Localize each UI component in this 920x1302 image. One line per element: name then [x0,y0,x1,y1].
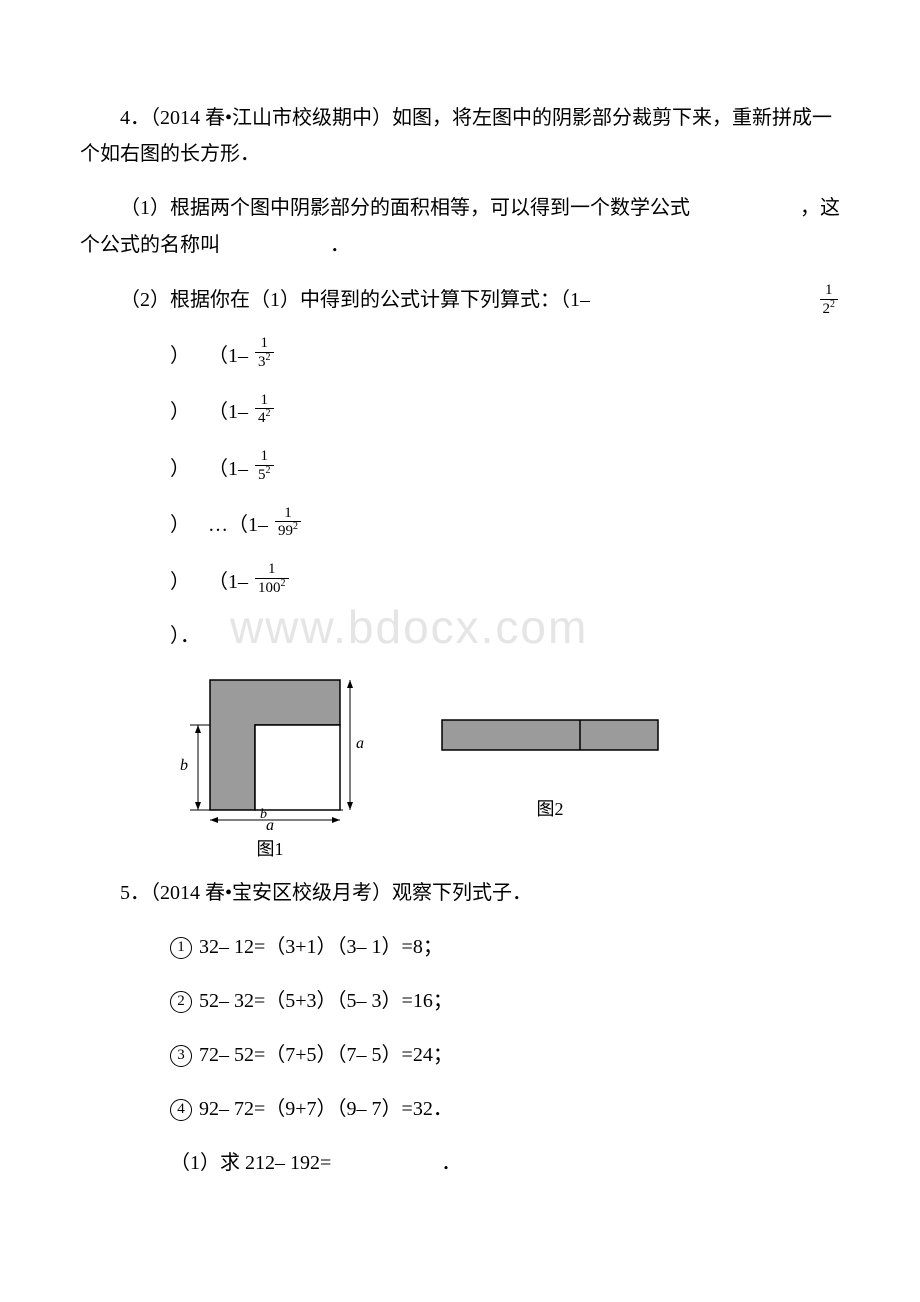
q4-frac: 1 42 [255,393,274,428]
q4-part2-line: （2）根据你在（1）中得到的公式计算下列算式：（1– 1 22 [120,282,840,318]
q5-line: 3 72– 52=（7+5）（7– 5）=24； [170,1037,840,1073]
q5-part1-text-b: ． [441,1152,461,1174]
q4-frac-first: 1 22 [820,283,839,318]
q4-frac: 1 32 [255,336,274,371]
q5-line: 2 52– 32=（5+3）（5– 3）=16； [170,983,840,1019]
q4-term-row: ） （1– 1 52 [170,449,840,484]
q5-line-text: 52– 32=（5+3）（5– 3）=16； [199,990,453,1012]
close-paren: ） [170,339,190,368]
circled-number: 1 [170,937,192,959]
arrow-icon [347,680,353,688]
close-paren: ） [170,508,190,537]
q5-part1-text-a: （1）求 212– 192= [170,1152,331,1174]
figure2-svg [440,710,660,760]
close-paren: ） [170,452,190,481]
circled-number: 3 [170,1045,192,1067]
q4-blank-formula[interactable] [695,190,795,227]
figure1-label: 图1 [170,835,370,861]
figure2-label: 图2 [440,795,660,821]
q4-frac: 1 992 [275,506,301,541]
circled-number: 2 [170,991,192,1013]
q4-part1-text-a: （1）根据两个图中阴影部分的面积相等，可以得到一个数学公式 [120,197,690,219]
close-paren: ） [170,395,190,424]
q4-term-row-last: ） （1– 1 1002 [170,562,840,597]
close-paren: ） [170,565,190,594]
open-term: （1– [208,565,253,594]
q5-line-text: 72– 52=（7+5）（7– 5）=24； [199,1044,453,1066]
open-term: （1– [208,395,253,424]
open-term: （1– [208,452,253,481]
q5-line-text: 92– 72=（9+7）（9– 7）=32． [199,1098,453,1120]
arrow-icon [332,817,340,823]
open-term-ellipsis: …（1– [208,508,268,537]
inner-square [255,725,340,810]
q4-figures: a b a b 图1 图2 [170,670,840,861]
label-b-bottom: b [260,807,267,822]
q4-closing-text: ）． [170,619,200,648]
q4-frac: 1 52 [255,449,274,484]
q4-part2-text: （2）根据你在（1）中得到的公式计算下列算式：（1– [120,282,590,318]
q4-frac: 1 1002 [255,562,289,597]
circled-number: 4 [170,1099,192,1121]
q5-intro: 5．（2014 春•宝安区校级月考）观察下列式子． [80,875,840,911]
arrow-icon [195,802,201,810]
label-b: b [180,757,188,774]
q4-term-row-ellipsis: ） …（1– 1 992 [170,506,840,541]
q4-part1-text-c: ． [330,234,350,256]
label-a: a [356,735,364,752]
q4-term-row: ） （1– 1 32 [170,336,840,371]
q4-closing: ）． [170,619,840,648]
q4-term-row: ） （1– 1 42 [170,393,840,428]
q5-part1: （1）求 212– 192= ． [170,1145,840,1182]
arrow-icon [195,725,201,733]
label-a-bottom: a [266,817,274,830]
arrow-icon [347,802,353,810]
q5-blank-answer[interactable] [336,1145,436,1182]
q4-figure1: a b a b 图1 [170,670,370,861]
q5-line: 1 32– 12=（3+1）（3– 1）=8； [170,929,840,965]
q5-line: 4 92– 72=（9+7）（9– 7）=32． [170,1091,840,1127]
rect-outer [442,720,658,750]
q5-line-text: 32– 12=（3+1）（3– 1）=8； [199,936,443,958]
figure1-svg: a b a b [170,670,370,830]
q4-part1: （1）根据两个图中阴影部分的面积相等，可以得到一个数学公式 ，这个公式的名称叫 … [80,190,840,264]
open-term: （1– [208,339,253,368]
q4-intro: 4．（2014 春•江山市校级期中）如图，将左图中的阴影部分裁剪下来，重新拼成一… [80,100,840,172]
q4-blank-name[interactable] [225,227,325,264]
arrow-icon [210,817,218,823]
page-content: 4．（2014 春•江山市校级期中）如图，将左图中的阴影部分裁剪下来，重新拼成一… [80,100,840,1182]
q4-figure2: 图2 [440,710,660,861]
